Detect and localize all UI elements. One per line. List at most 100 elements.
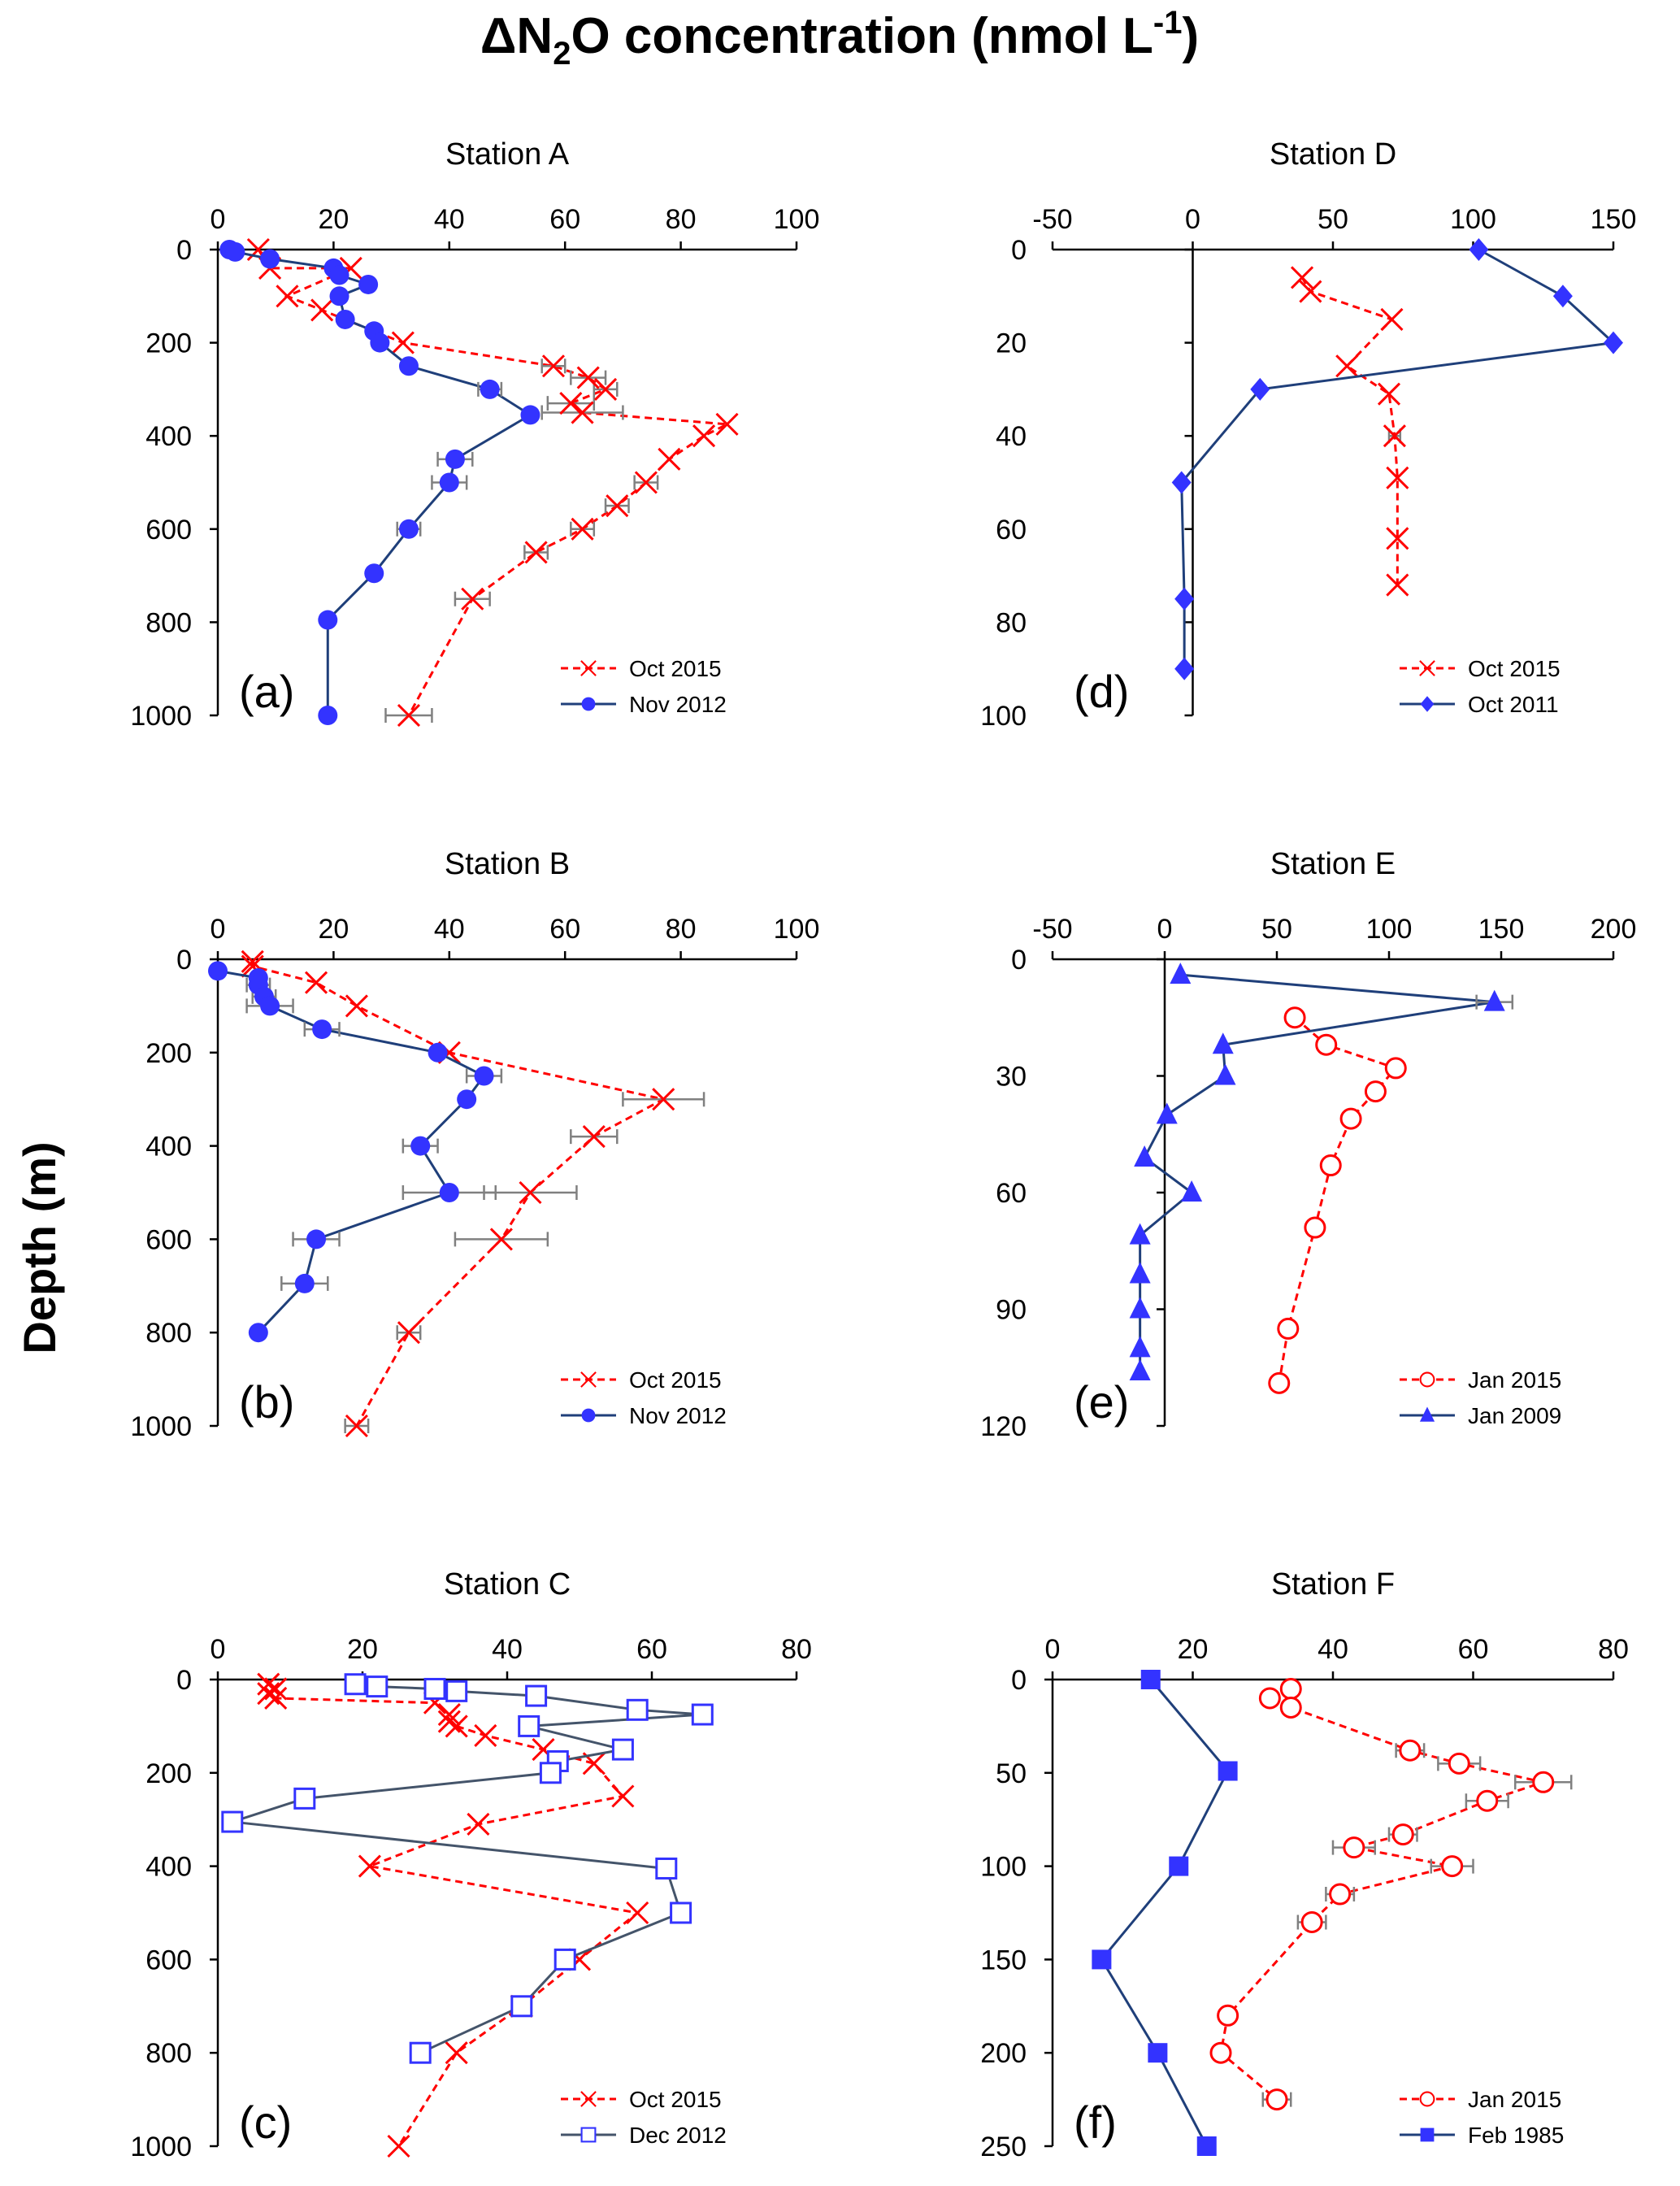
legend-marker <box>581 1408 596 1423</box>
data-point <box>524 541 548 564</box>
data-point <box>553 1948 576 1971</box>
data-point <box>474 1066 494 1086</box>
data-point <box>582 1125 606 1149</box>
data-point <box>593 377 618 401</box>
data-point <box>364 563 384 584</box>
x-tick-label: 40 <box>492 1634 523 1665</box>
data-point <box>1174 587 1195 611</box>
data-point <box>439 1183 459 1202</box>
y-axis-label: Depth (m) <box>14 1141 65 1354</box>
data-point <box>248 1323 268 1343</box>
x-tick-label: 0 <box>211 1634 226 1665</box>
data-point <box>1129 1336 1151 1358</box>
x-tick-label: 0 <box>1185 204 1200 235</box>
x-tick-label: -50 <box>1032 914 1072 945</box>
panel-label: (f) <box>1074 2097 1117 2148</box>
data-point <box>370 332 390 353</box>
legend-marker <box>1419 2091 1435 2107</box>
data-point <box>559 392 583 415</box>
panel-a: Station A0 20 40 60 80 10002004006008001000Oc… <box>130 137 819 732</box>
data-point <box>1258 1687 1281 1710</box>
data-point <box>294 1273 315 1293</box>
data-point <box>1399 1739 1422 1762</box>
panel-title: Station F <box>1271 1567 1395 1601</box>
y-tick-label: 0 <box>1011 945 1027 976</box>
panel-b: Station B0 20 40 60 80 10002004006008001000Oc… <box>130 847 819 1442</box>
x-tick-label: 20 <box>318 914 349 945</box>
data-point <box>257 1682 280 1706</box>
legend-marker <box>580 2091 597 2107</box>
legend-label: Oct 2015 <box>1468 656 1561 681</box>
data-point <box>264 1686 288 1710</box>
panel-title: Station E <box>1270 847 1396 881</box>
y-tick-label: 200 <box>145 1758 192 1789</box>
data-point <box>525 1684 548 1707</box>
data-point <box>1391 1823 1414 1846</box>
data-point <box>1319 1154 1342 1177</box>
data-point <box>1129 1297 1151 1319</box>
data-point <box>1169 1856 1189 1876</box>
y-tick-label: 800 <box>145 607 192 638</box>
data-point <box>1170 963 1192 984</box>
data-point <box>606 494 629 518</box>
data-point <box>692 424 716 448</box>
series-line <box>1100 1679 1230 2147</box>
data-point <box>541 354 566 378</box>
data-point <box>318 706 338 725</box>
legend-label: Jan 2015 <box>1468 2087 1561 2112</box>
data-point <box>1134 1145 1156 1167</box>
x-tick-label: 80 <box>666 204 697 235</box>
y-tick-label: 0 <box>1011 235 1027 266</box>
series-oct-2015 <box>1290 266 1409 597</box>
data-point <box>1279 1696 1302 1719</box>
data-point <box>225 241 245 262</box>
data-point <box>345 1414 368 1438</box>
x-tick-label: 0 <box>1045 1634 1061 1665</box>
y-tick-label: 0 <box>176 235 192 266</box>
legend-entry: Dec 2012 <box>561 2123 727 2148</box>
data-point <box>318 610 338 630</box>
y-tick-label: 600 <box>145 515 192 545</box>
data-point <box>310 298 334 322</box>
x-tick-label: 20 <box>318 204 349 235</box>
data-point <box>1212 1032 1234 1054</box>
data-point <box>1129 1359 1151 1381</box>
data-point <box>519 1180 542 1205</box>
series-jan-2015 <box>1209 1677 1573 2111</box>
legend-label: Oct 2011 <box>1468 692 1559 717</box>
y-tick-label: 80 <box>996 607 1027 638</box>
panel-label: (a) <box>239 666 294 717</box>
data-point <box>1148 2043 1168 2063</box>
data-point <box>1140 1670 1161 1689</box>
data-point <box>437 1710 461 1733</box>
panel-title: Station B <box>445 847 570 881</box>
legend-marker <box>580 660 597 676</box>
data-point <box>437 1702 461 1727</box>
data-point <box>391 331 415 354</box>
data-point <box>1448 1752 1470 1775</box>
x-tick-label: 100 <box>1450 204 1496 235</box>
legend-entry: Nov 2012 <box>561 1403 727 1428</box>
data-point <box>344 1673 367 1696</box>
data-point <box>445 449 465 469</box>
data-point <box>1283 1006 1306 1029</box>
x-tick-label: 60 <box>549 914 580 945</box>
legend-entry: Feb 1985 <box>1400 2123 1564 2148</box>
data-point <box>626 1698 649 1721</box>
data-point <box>1364 1080 1387 1103</box>
legend-marker <box>1420 2127 1435 2142</box>
y-tick-label: 20 <box>996 328 1027 359</box>
y-tick-label: 250 <box>980 2132 1027 2162</box>
data-point <box>1171 471 1192 494</box>
data-point <box>1386 527 1409 550</box>
data-point <box>474 1723 497 1747</box>
data-point <box>1299 280 1322 303</box>
data-point <box>658 447 681 471</box>
x-tick-label: 20 <box>347 1634 378 1665</box>
y-tick-label: 1000 <box>130 1411 192 1442</box>
data-point <box>260 996 280 1016</box>
data-point <box>312 1019 332 1040</box>
data-point <box>576 366 600 389</box>
data-point <box>1277 1317 1300 1340</box>
